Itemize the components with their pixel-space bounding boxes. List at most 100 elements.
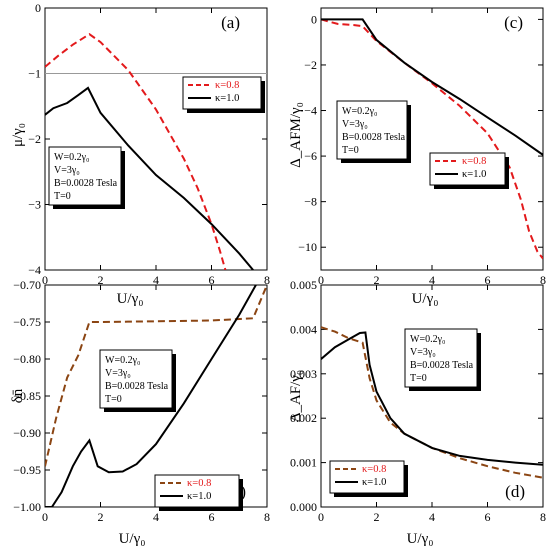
param-text: T=0 <box>105 394 122 405</box>
param-box <box>48 146 122 206</box>
y-tick-label: −3 <box>28 198 41 212</box>
x-tick-label: 8 <box>264 273 270 287</box>
param-text: B=0.0028 Tesla <box>410 360 474 371</box>
param-text: T=0 <box>342 145 359 156</box>
y-tick-label: −1 <box>28 67 41 81</box>
param-text: T=0 <box>410 373 427 384</box>
panel-label: (a) <box>221 13 240 32</box>
series-line <box>45 86 254 270</box>
param-text: V=3γ₀ <box>105 368 131 379</box>
y-axis-label: Δ_AFM/γ₀ <box>288 102 304 168</box>
x-tick-label: 0 <box>42 510 48 524</box>
x-tick-label: 8 <box>540 273 546 287</box>
panel-label: (c) <box>504 13 523 32</box>
y-tick-label: −4 <box>304 104 317 118</box>
y-tick-label: 0 <box>311 12 317 26</box>
y-axis-label: δn̄ <box>10 388 26 403</box>
legend-label: κ=0.8 <box>215 80 239 91</box>
x-tick-label: 6 <box>209 273 215 287</box>
y-tick-label: 0.002 <box>290 411 317 425</box>
y-tick-label: −2 <box>304 58 317 72</box>
panel-c: 0 2 4 6 8 0 −2 −4 −6 −8 −10 (c) U/γ₀ Δ_AFM/γ₀ W=0.2γ₀ V… <box>288 7 546 307</box>
y-axis-label: μ/γ₀ <box>10 123 26 147</box>
param-box <box>336 100 408 160</box>
series-line <box>45 32 227 270</box>
y-tick-label: −6 <box>304 149 317 163</box>
x-tick-label: 0 <box>42 273 48 287</box>
series-line <box>321 326 543 479</box>
y-tick-label: 0.001 <box>290 456 317 470</box>
legend-box <box>182 76 262 110</box>
x-tick-label: 4 <box>153 273 159 287</box>
x-tick-label: 6 <box>485 510 491 524</box>
param-text: V=3γ₀ <box>410 347 436 358</box>
param-text: B=0.0028 Tesla <box>105 381 169 392</box>
y-tick-label: −2 <box>28 132 41 146</box>
x-tick-label: 8 <box>264 510 270 524</box>
param-text: B=0.0028 Tesla <box>342 132 406 143</box>
y-axis-label: Δ_AF/γ₀ <box>288 370 304 422</box>
series-line <box>45 285 267 467</box>
x-tick-label: 2 <box>374 510 380 524</box>
x-tick-label: 6 <box>485 273 491 287</box>
plot-frame <box>44 7 268 271</box>
legend-label: κ=1.0 <box>187 491 211 502</box>
x-tick-label: 4 <box>429 510 435 524</box>
x-tick-label: 6 <box>209 510 215 524</box>
param-text: W=0.2γ₀ <box>105 355 141 366</box>
legend-box <box>429 152 506 186</box>
y-tick-label: 0.003 <box>290 367 317 381</box>
x-tick-label: 2 <box>98 273 104 287</box>
x-axis-label: U/γ₀ <box>117 291 144 307</box>
panel-b: 0 2 4 6 8 −0.70 −0.75 −0.80 −0.85 −0.90 −0.95 −1.00… <box>10 278 270 547</box>
legend-label: κ=0.8 <box>462 156 486 167</box>
y-tick-label: −4 <box>28 263 41 277</box>
x-tick-label: 2 <box>374 273 380 287</box>
y-tick-label: 0.000 <box>290 500 317 514</box>
legend-label: κ=1.0 <box>362 477 386 488</box>
y-tick-label: −1.00 <box>13 500 41 514</box>
legend-label: κ=1.0 <box>462 169 486 180</box>
param-box <box>99 349 173 409</box>
legend-box <box>154 474 240 508</box>
legend-box <box>329 460 405 494</box>
param-text: V=3γ₀ <box>342 119 368 130</box>
y-tick-label: −0.95 <box>13 463 41 477</box>
y-tick-label: 0 <box>35 1 41 15</box>
series-line <box>321 18 543 260</box>
y-tick-label: −0.75 <box>13 315 41 329</box>
legend-label: κ=1.0 <box>215 93 239 104</box>
y-tick-label: −0.80 <box>13 352 41 366</box>
legend-label: κ=0.8 <box>187 478 211 489</box>
panel-label: (d) <box>505 482 525 501</box>
y-tick-label: −0.85 <box>13 389 41 403</box>
panel-a: 0 2 4 6 8 0 −1 −2 −3 −4 (a) U/γ₀ μ/γ₀ W=0.2γ₀ V=3γ₀ B=0… <box>10 1 270 307</box>
param-text: W=0.2γ₀ <box>410 334 446 345</box>
x-axis-label: U/γ₀ <box>412 291 439 307</box>
legend-label: κ=0.8 <box>362 464 386 475</box>
x-tick-label: 0 <box>318 510 324 524</box>
param-box <box>404 328 478 388</box>
param-text: W=0.2γ₀ <box>342 106 378 117</box>
y-tick-label: 0.005 <box>290 278 317 292</box>
y-tick-label: −10 <box>298 240 317 254</box>
x-tick-label: 4 <box>429 273 435 287</box>
y-tick-label: −8 <box>304 195 317 209</box>
param-text: B=0.0028 Tesla <box>54 178 118 189</box>
panel-d: 0 2 4 6 8 0.000 0.001 0.002 0.003 0.004 0.005 (d) U/… <box>288 278 546 547</box>
x-tick-label: 8 <box>540 510 546 524</box>
x-tick-label: 4 <box>153 510 159 524</box>
y-tick-label: −0.90 <box>13 426 41 440</box>
y-tick-label: −0.70 <box>13 278 41 292</box>
x-tick-label: 2 <box>98 510 104 524</box>
x-axis-label: U/γ₀ <box>407 531 434 547</box>
param-text: V=3γ₀ <box>54 165 80 176</box>
y-tick-label: 0.004 <box>290 322 317 336</box>
series-line <box>321 331 543 466</box>
series-line <box>321 18 543 156</box>
param-text: W=0.2γ₀ <box>54 152 90 163</box>
series-line <box>45 285 257 507</box>
param-text: T=0 <box>54 191 71 202</box>
x-axis-label: U/γ₀ <box>119 531 146 547</box>
